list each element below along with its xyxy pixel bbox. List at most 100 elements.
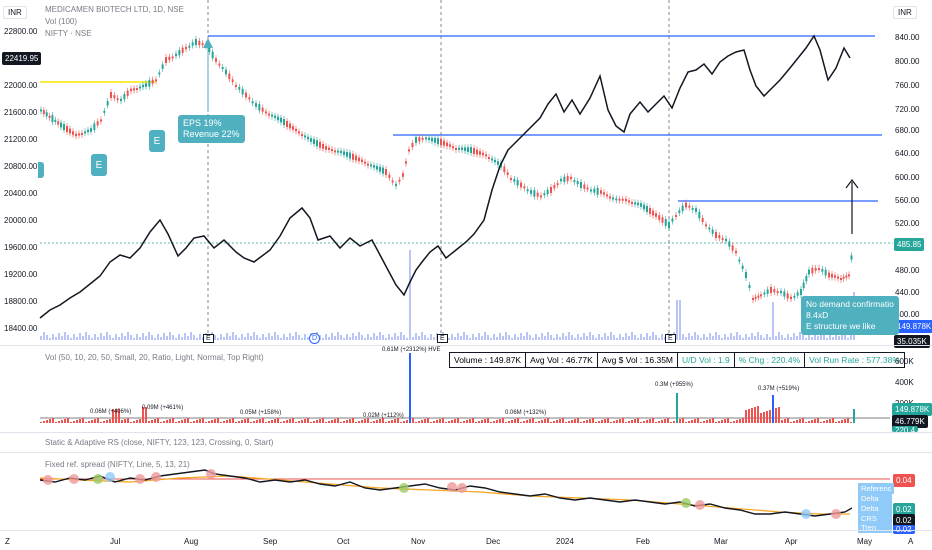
- main-volume-bar: [79, 333, 81, 340]
- volume-panel-bar: [280, 422, 282, 423]
- vol-spike-label-7: 0.3M (+955%): [655, 382, 693, 388]
- candle-body: [643, 204, 645, 210]
- volume-panel-bar: [178, 421, 180, 423]
- main-volume-bar: [388, 334, 390, 340]
- main-volume-bar: [505, 332, 507, 340]
- time-axis[interactable]: Z Jul Aug Sep Oct Nov Dec 2024 Feb Mar A…: [0, 532, 932, 550]
- volume-panel-bar: [376, 420, 378, 423]
- currency-left-label[interactable]: INR: [3, 6, 27, 19]
- volume-panel-bar: [346, 420, 348, 423]
- spread-marker: [801, 509, 811, 519]
- event-marker-dividend[interactable]: D: [309, 333, 320, 344]
- main-volume-bar: [679, 300, 681, 340]
- spread-value-1: 0.02: [893, 503, 915, 516]
- candle-body: [148, 80, 151, 87]
- volume-panel-bar: [268, 421, 270, 423]
- main-price-chart[interactable]: [0, 0, 932, 345]
- candle-body: [658, 215, 661, 220]
- candle-body: [211, 51, 214, 59]
- volume-panel-bar: [319, 419, 321, 423]
- volume-panel-bar: [181, 420, 183, 423]
- candle-body: [334, 150, 336, 153]
- panel-separator-1[interactable]: [0, 345, 932, 346]
- main-volume-bar: [367, 334, 369, 340]
- volume-panel-bar: [295, 422, 297, 423]
- panel-separator-2[interactable]: [0, 432, 932, 433]
- spread-panel-chart[interactable]: [0, 452, 932, 527]
- demand-text-1: No demand confirmatio: [806, 299, 894, 309]
- left-price-axis[interactable]: 22800.00 22000.00 21600.00 21200.00 2080…: [4, 0, 40, 340]
- event-marker-e1[interactable]: E: [203, 334, 214, 343]
- candle-body: [754, 296, 757, 299]
- candle-body: [494, 159, 496, 163]
- candle-body: [570, 176, 572, 180]
- bottom-right-icon[interactable]: A: [908, 537, 914, 546]
- candle-body: [161, 64, 164, 69]
- earnings-badge-2[interactable]: E: [149, 130, 165, 152]
- main-volume-bar: [289, 333, 291, 340]
- candle-body: [485, 154, 487, 157]
- eps-revenue-callout[interactable]: EPS 19% Revenue 22%: [178, 115, 245, 143]
- volume-panel-bar: [739, 419, 741, 423]
- volume-panel-bar: [472, 418, 474, 423]
- candle-body: [136, 88, 138, 90]
- candle-body: [728, 241, 731, 247]
- volume-panel-bar: [121, 420, 123, 423]
- panel-separator-4[interactable]: [0, 530, 932, 531]
- main-volume-bar: [553, 338, 555, 340]
- candle-body: [81, 133, 83, 135]
- volume-panel-bar: [343, 421, 345, 423]
- main-volume-bar: [532, 338, 534, 340]
- volume-panel-bar: [526, 420, 528, 423]
- volume-panel-bar: [628, 421, 630, 423]
- main-volume-bar: [97, 337, 99, 340]
- main-volume-bar: [259, 338, 261, 340]
- main-volume-bar: [283, 334, 285, 340]
- candle-body: [745, 272, 747, 278]
- bottom-left-icon[interactable]: Z: [5, 537, 10, 546]
- candle-body: [295, 128, 297, 132]
- main-volume-bar: [760, 335, 762, 340]
- main-volume-bar: [799, 332, 801, 340]
- main-volume-bar: [40, 336, 42, 340]
- volume-panel-bar: [166, 420, 168, 423]
- volume-panel-bar: [391, 420, 393, 423]
- main-volume-bar: [172, 335, 174, 340]
- panel-separator-3[interactable]: [0, 452, 932, 453]
- volume-panel-bar: [844, 419, 846, 423]
- candle-body: [171, 56, 174, 59]
- volume-panel-chart[interactable]: [0, 345, 932, 430]
- candle-body: [188, 45, 191, 48]
- volume-panel-bar: [172, 418, 174, 423]
- event-marker-e3[interactable]: E: [665, 334, 676, 343]
- main-volume-bar: [265, 337, 267, 340]
- event-marker-e2[interactable]: E: [437, 334, 448, 343]
- candle-body: [757, 295, 760, 298]
- main-volume-bar: [742, 338, 744, 340]
- main-volume-bar: [796, 336, 798, 340]
- time-label: Apr: [785, 537, 798, 546]
- main-volume-bar: [649, 336, 651, 340]
- candle-body: [428, 137, 430, 140]
- volume-panel-bar: [229, 419, 231, 423]
- volume-panel-bar: [214, 419, 216, 423]
- candle-body: [139, 86, 141, 89]
- candle-body: [695, 208, 697, 212]
- volume-panel-bar: [397, 418, 399, 423]
- candle-body: [431, 137, 433, 142]
- volume-panel-bar: [94, 419, 96, 423]
- earnings-badge-1[interactable]: E: [91, 154, 107, 176]
- main-volume-bar: [118, 337, 120, 340]
- main-volume-bar: [493, 334, 495, 340]
- volume-panel-bar: [418, 421, 420, 423]
- currency-right-label[interactable]: INR: [893, 6, 917, 19]
- volume-panel-bar: [622, 418, 624, 423]
- main-volume-bar: [412, 337, 414, 340]
- right-price-axis[interactable]: 840.00 800.00 760.00 720.00 680.00 640.0…: [895, 0, 932, 340]
- demand-callout[interactable]: No demand confirmatio 8.4xD E structure …: [801, 296, 899, 335]
- main-volume-bar: [142, 333, 144, 340]
- candle-body: [491, 158, 493, 161]
- volume-panel-bar: [742, 418, 744, 423]
- volume-panel-bar: [421, 420, 423, 423]
- main-volume-bar: [262, 334, 264, 340]
